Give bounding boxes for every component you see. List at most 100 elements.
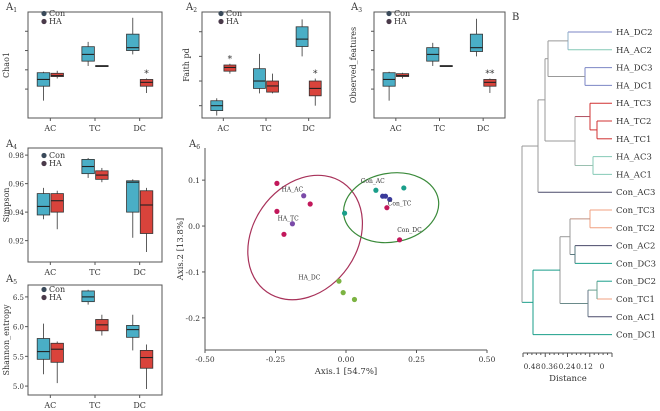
- box-body: [126, 325, 140, 338]
- x-tick-label: DC: [302, 124, 315, 133]
- leaf-label: HA_TC3: [616, 99, 651, 109]
- y-tick-label: -0.2: [186, 314, 201, 323]
- group-label: Con_TC: [388, 200, 412, 207]
- y-axis-label: Axis.2 [13.8%]: [176, 218, 186, 281]
- point-HA_TC: [281, 231, 287, 237]
- panel-label: B: [512, 12, 519, 23]
- x-tick-label: -0.50: [195, 355, 214, 364]
- box-body: [223, 64, 237, 72]
- box-AC-HA: [223, 63, 237, 74]
- panel-label: A5: [5, 274, 17, 286]
- box-body: [36, 193, 51, 216]
- x-tick-label: AC: [43, 124, 56, 133]
- box-DC-HA: [483, 78, 497, 93]
- legend-dot: [218, 10, 224, 17]
- box-DC-HA: [308, 78, 322, 106]
- y-tick-label: 0.1: [188, 176, 200, 185]
- legend-dot: [386, 10, 392, 17]
- legend-dot: [41, 286, 47, 293]
- point-Con_DC: [341, 210, 348, 216]
- x-tick-label: TC: [89, 268, 100, 277]
- x-tick-label: 0.36: [541, 362, 558, 371]
- leaf-label: Con_DC1: [616, 331, 656, 341]
- box-body: [36, 338, 51, 360]
- leaf-label: Con_TC3: [616, 206, 655, 216]
- y-tick-label: 6.5: [13, 294, 24, 302]
- point-Con_TC: [382, 193, 389, 199]
- legend-label: HA: [49, 17, 62, 26]
- legend-dot: [41, 160, 47, 167]
- box-TC-Con: [426, 42, 440, 66]
- x-tick-label: DC: [133, 268, 146, 277]
- box-TC-Con: [81, 41, 95, 66]
- box-TC-HA: [95, 314, 109, 336]
- box-AC-HA: [50, 70, 64, 79]
- box-body: [126, 33, 140, 51]
- legend-dot: [386, 18, 392, 25]
- leaf-label: Con_DC3: [616, 259, 656, 269]
- x-tick-label: -0.25: [266, 355, 285, 364]
- leaf-label: HA_AC1: [616, 170, 652, 180]
- x-axis-label: Distance: [549, 374, 587, 384]
- x-tick-label: DC: [133, 401, 146, 410]
- box-body: [50, 72, 64, 77]
- box-body: [469, 33, 483, 52]
- point-HA_DC: [340, 290, 346, 296]
- group-label: HA_AC: [282, 187, 304, 194]
- box-TC-Con: [81, 157, 95, 178]
- point-Con_DC: [396, 237, 403, 243]
- box-TC-Con: [81, 289, 95, 305]
- y-tick-label: 0.92: [8, 238, 24, 246]
- y-tick-label: 0.0: [188, 222, 200, 231]
- panel-label: A3: [350, 2, 362, 14]
- box-DC-Con: [126, 17, 140, 55]
- plot-frame: [27, 11, 163, 119]
- point-Con_AC: [401, 185, 407, 191]
- group-label: HA_DC: [298, 274, 320, 281]
- x-tick-label: 0.25: [408, 355, 425, 364]
- box-body: [50, 342, 64, 363]
- y-tick-label: 0.98: [8, 152, 24, 160]
- point-Con_TC: [387, 196, 393, 203]
- x-tick-label: 0: [600, 362, 605, 371]
- leaf-label: Con_TC2: [616, 224, 655, 234]
- x-tick-label: TC: [89, 124, 100, 133]
- box-DC-Con: [295, 19, 309, 57]
- box-DC-Con: [469, 18, 483, 57]
- leaf-label: Con_AC3: [616, 188, 655, 198]
- point-Con_AC: [373, 187, 379, 193]
- leaf-label: HA_DC2: [616, 28, 653, 38]
- box-body: [266, 80, 279, 93]
- plot-frame: [373, 11, 506, 119]
- y-tick-label: -0.1: [186, 268, 200, 277]
- box-body: [139, 350, 154, 369]
- box-body: [139, 190, 154, 234]
- group-label: Con_AC: [361, 178, 385, 185]
- box-AC-Con: [382, 71, 396, 101]
- group-label: HA_TC: [278, 216, 300, 223]
- y-axis-label: Faith pd: [182, 48, 191, 82]
- x-tick-label: 0.24: [559, 362, 576, 371]
- chart-B: B HA_DC2 HA_AC2 HA_DC3 HA_DC1 HA_TC3 HA_TC2 HA_…: [512, 12, 656, 384]
- y-tick-label: 5.5: [13, 353, 24, 361]
- leaf-label: Con_TC1: [616, 295, 655, 305]
- legend-dot: [41, 294, 47, 301]
- point-HA_TC: [289, 221, 296, 227]
- x-tick-label: AC: [43, 401, 56, 410]
- x-tick-label: TC: [260, 124, 271, 133]
- box-AC-HA: [50, 341, 64, 384]
- box-AC-Con: [36, 71, 51, 101]
- x-axis-label: Axis.1 [54.7%]: [314, 367, 377, 377]
- x-tick-label: 0.12: [576, 362, 593, 371]
- legend-dot: [41, 152, 47, 159]
- y-axis-label: Chao1: [2, 52, 11, 78]
- leaf-label: Con_AC2: [616, 242, 655, 252]
